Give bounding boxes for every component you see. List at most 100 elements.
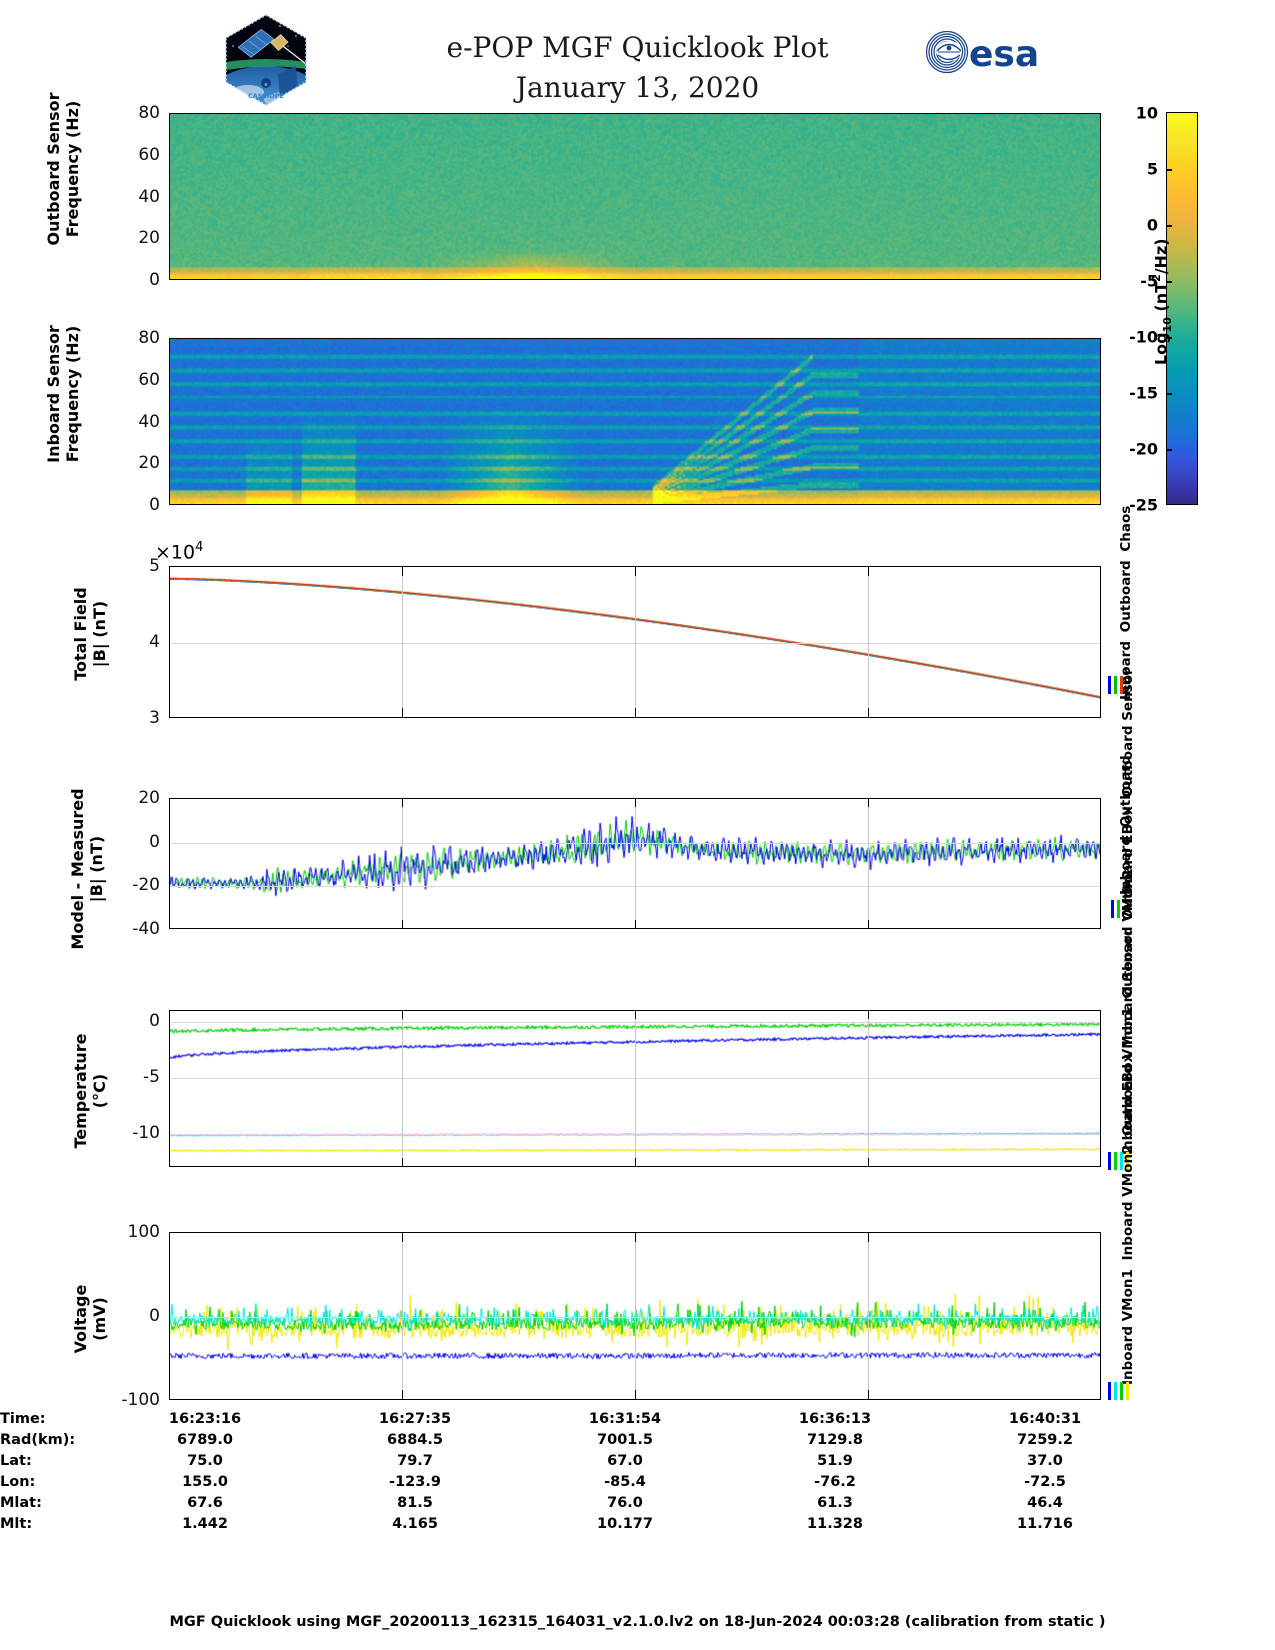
panel-inboard-ylabel: Inboard Sensor Frequency (Hz) [44,325,82,463]
table-cell: 81.5 [397,1494,433,1511]
exponent-power: 4 [195,540,204,555]
ytick: 5 [149,556,160,576]
table-cell: -123.9 [389,1473,441,1490]
page-title: e-POP MGF Quicklook Plot January 13, 202… [0,28,1275,108]
table-cell: 10.177 [597,1515,653,1532]
table-cell: 46.4 [1027,1494,1063,1511]
table-row-label: Mlat: [0,1494,42,1511]
table-cell: 1.442 [182,1515,228,1532]
model-measured-legend-swatches [1111,900,1120,918]
colorbar-title-sub: 10 [1160,317,1174,333]
ytick: 80 [138,328,160,348]
legend-item: Outboard VMon2 [1120,869,1136,999]
table-cell: 11.328 [807,1515,863,1532]
table-cell: 4.165 [392,1515,438,1532]
panel-voltage-axes [169,1232,1101,1400]
ytick: -10 [132,1123,160,1144]
ytick: 40 [138,186,160,207]
ytick: -5 [143,1067,160,1088]
colorbar-tick: 10 [1135,103,1158,123]
table-row-label: Mlt: [0,1515,33,1532]
colorbar-tick: -20 [1129,439,1158,459]
ytick: 4 [149,632,160,652]
total-field-axis-exponent: ×104 [155,540,203,563]
colorbar-tick: 0 [1146,215,1158,235]
ytick: 3 [149,708,160,728]
ytick: 40 [138,411,160,432]
colorbar [1166,112,1198,505]
table-row: Time: 16:23:16 16:27:35 16:31:54 16:36:13 16:… [0,1408,1150,1429]
panel-total-field-axes [169,566,1101,718]
ytick: -40 [132,919,160,939]
colorbar-title-tail: /Hz) [1151,238,1171,275]
cassiope-mission-patch-icon: e CASSIOPE [218,12,314,108]
temperature-legend-swatches [1108,1152,1129,1170]
title-date-line: January 13, 2020 [515,71,760,104]
colorbar-tick: -25 [1129,495,1158,515]
panel-temperature-axes [169,1010,1101,1167]
table-cell: 16:27:35 [378,1410,452,1427]
ytick: 0 [149,495,160,515]
footer-caption: MGF Quicklook using MGF_20200113_162315_… [169,1614,1106,1630]
ytick: 20 [138,788,160,808]
ephemeris-table: Time: 16:23:16 16:27:35 16:31:54 16:36:13 16:… [0,1408,1150,1534]
svg-text:e: e [264,82,267,88]
table-row: Rad(km): 6789.0 6884.5 7001.5 7129.8 7259.2 [0,1429,1150,1450]
table-cell: -85.4 [604,1473,646,1490]
legend-item: Chaos [1118,505,1134,552]
table-cell: 76.0 [607,1494,643,1511]
ytick: -100 [121,1390,160,1410]
colorbar-gradient [1167,113,1197,504]
esa-logo-wordmark: esa [969,34,1039,75]
table-cell: 16:31:54 [588,1410,662,1427]
table-row: Lat: 75.0 79.7 67.0 51.9 37.0 [0,1450,1150,1471]
table-row: Mlat: 67.6 81.5 76.0 61.3 46.4 [0,1492,1150,1513]
table-cell: 16:36:13 [798,1410,872,1427]
ytick: 0 [149,831,160,852]
legend-item: Outboard Sensor [1120,668,1136,798]
legend-item: Outboard VMon1 [1120,1007,1136,1136]
ytick: 0 [149,270,160,290]
voltage-legend-swatches [1108,1382,1129,1400]
table-cell: 6789.0 [177,1431,233,1448]
page-header: e CASSIOPE e-POP MGF Quicklook Plot Janu… [0,0,1275,112]
table-row-label: Rad(km): [0,1431,76,1448]
voltage-legend: Inboard VMon1 Inboard VMon2 Outboard VMo… [1120,870,1136,1385]
table-row-label: Time: [0,1410,46,1427]
panel-model-measured-axes [169,798,1101,929]
table-cell: 7129.8 [807,1431,863,1448]
colorbar-tick: -5 [1140,271,1158,291]
table-cell: 75.0 [187,1452,223,1469]
table-cell: 67.0 [607,1452,643,1469]
title-main-line: e-POP MGF Quicklook Plot [446,31,829,64]
table-row-label: Lon: [0,1473,36,1490]
table-row-label: Lat: [0,1452,32,1469]
table-cell: 37.0 [1027,1452,1063,1469]
ytick: 20 [138,453,160,474]
panel-outboard-axes [169,113,1101,280]
table-cell: 11.716 [1017,1515,1073,1532]
table-cell: 16:40:31 [1008,1410,1082,1427]
legend-item: Outboard [1118,560,1134,633]
table-cell: 155.0 [182,1473,228,1490]
ytick: -20 [132,875,160,896]
mission-patch-text: CASSIOPE [248,92,284,100]
table-cell: 51.9 [817,1452,853,1469]
ytick: 20 [138,228,160,249]
exponent-mantissa: ×10 [155,541,196,564]
table-cell: -76.2 [814,1473,856,1490]
legend-item: Inboard VMon1 [1120,1269,1136,1385]
table-row: Lon: 155.0 -123.9 -85.4 -76.2 -72.5 [0,1471,1150,1492]
table-cell: 6884.5 [387,1431,443,1448]
colorbar-tick: -10 [1129,327,1158,347]
table-cell: -72.5 [1024,1473,1066,1490]
table-cell: 16:23:16 [168,1410,242,1427]
ytick: 0 [149,1011,160,1032]
outboard-spectrogram-image [170,114,1100,279]
colorbar-tick: 5 [1146,159,1158,179]
panel-inboard-axes [169,338,1101,505]
legend-item: Inboard VMon2 [1120,1144,1136,1261]
table-row: Mlt: 1.442 4.165 10.177 11.328 11.716 [0,1513,1150,1534]
total-field-legend-swatches [1108,676,1123,694]
ytick: 80 [138,103,160,123]
